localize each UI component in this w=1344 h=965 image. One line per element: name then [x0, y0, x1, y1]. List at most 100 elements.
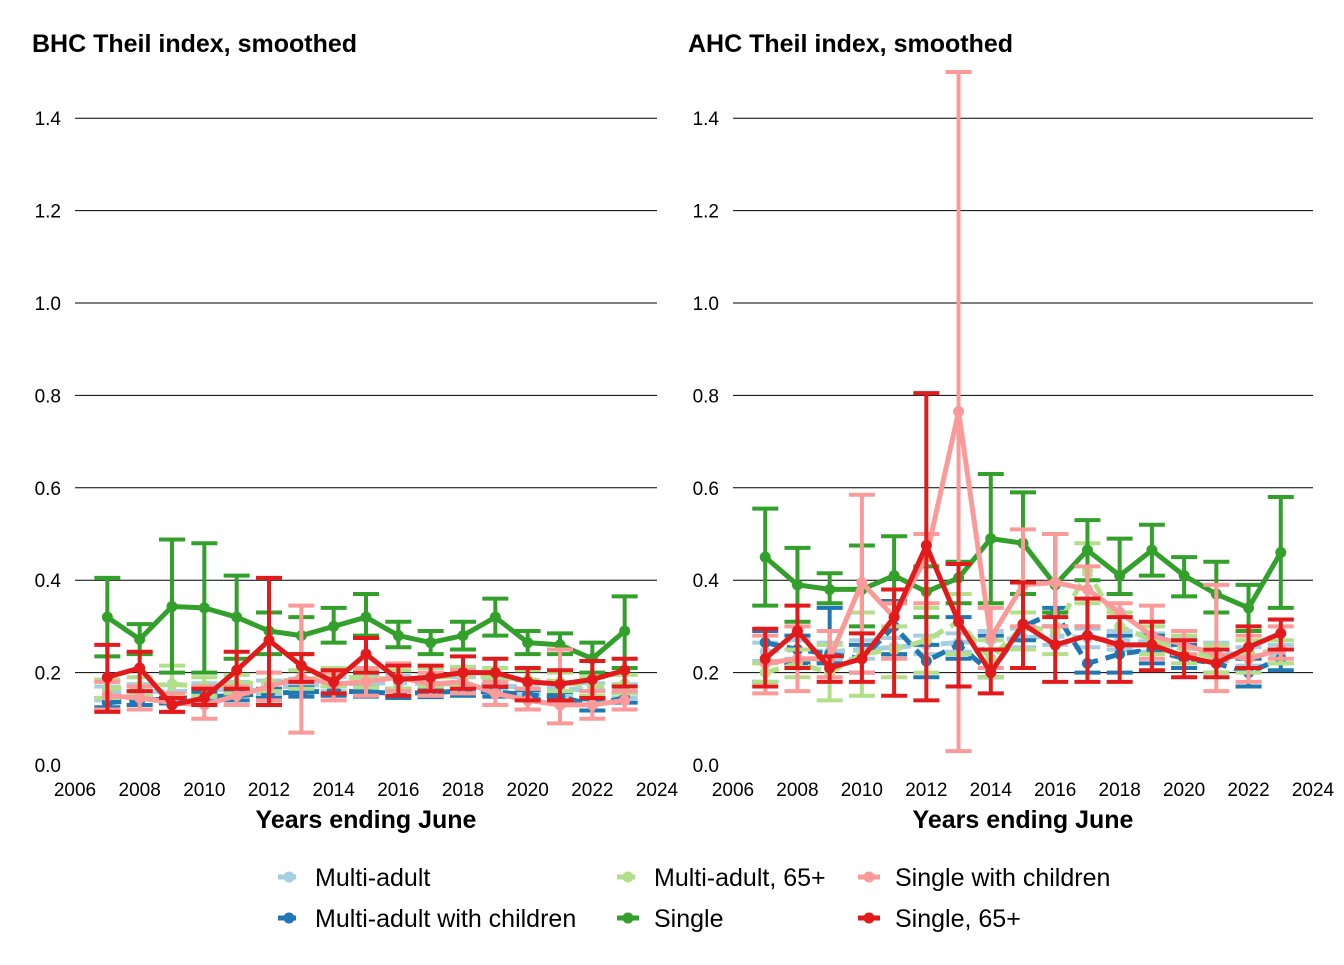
data-point [1210, 657, 1222, 669]
data-point [198, 692, 210, 704]
data-point [586, 699, 598, 711]
x-tick-label: 2018 [1099, 780, 1141, 801]
data-point [554, 678, 566, 690]
data-point [1243, 641, 1255, 653]
data-point [295, 660, 307, 672]
data-point [888, 611, 900, 623]
series-single-65- [94, 575, 638, 714]
x-tick-label: 2024 [636, 780, 679, 801]
x-axis-label: Years ending June [913, 806, 1134, 834]
data-point [392, 674, 404, 686]
data-point [619, 694, 631, 706]
y-tick-label: 0.4 [35, 571, 62, 592]
data-point [953, 406, 965, 418]
data-point [759, 653, 771, 665]
y-tick-label: 1.4 [693, 109, 720, 130]
data-point [1114, 639, 1126, 651]
y-tick-label: 0.0 [693, 756, 719, 777]
x-tick-label: 2012 [905, 780, 947, 801]
y-tick-label: 0.8 [35, 386, 61, 407]
data-point [231, 611, 243, 623]
panel-ahc: AHC Theil index, smoothed 0.0 0.2 0.4 0.6 0.8… [688, 30, 1335, 834]
data-point [360, 611, 372, 623]
data-point [166, 678, 178, 690]
data-point [328, 676, 340, 688]
data-point [920, 540, 932, 552]
data-point [791, 579, 803, 591]
panel-title: BHC Theil index, smoothed [32, 30, 357, 58]
data-point [1114, 570, 1126, 582]
data-point [1049, 639, 1061, 651]
data-point [1275, 627, 1287, 639]
legend-item: Single with children [858, 864, 1110, 892]
y-tick-label: 1.4 [35, 109, 62, 130]
legend-swatch-point [283, 912, 295, 924]
data-point [360, 648, 372, 660]
data-point [1146, 544, 1158, 556]
data-point [328, 620, 340, 632]
data-point [101, 671, 113, 683]
data-point [888, 570, 900, 582]
x-axis-label: Years ending June [256, 806, 477, 834]
data-point [619, 625, 631, 637]
y-tick-label: 0.8 [693, 386, 719, 407]
legend-swatch-point [622, 871, 634, 883]
data-point [1081, 630, 1093, 642]
data-point [489, 611, 501, 623]
data-point [457, 630, 469, 642]
panel-bhc: BHC Theil index, smoothed 0.0 0.2 0.4 0.6 0.8… [32, 30, 679, 834]
data-point [425, 671, 437, 683]
data-point [586, 674, 598, 686]
data-point [522, 637, 534, 649]
x-tick-label: 2006 [54, 780, 96, 801]
x-tick-label: 2024 [1292, 780, 1335, 801]
data-point [985, 632, 997, 644]
data-point [360, 676, 372, 688]
y-tick-label: 1.0 [35, 294, 61, 315]
x-tick-label: 2006 [712, 780, 754, 801]
y-tick-label: 0.4 [693, 571, 720, 592]
data-point [231, 690, 243, 702]
data-point [198, 602, 210, 614]
data-point [134, 662, 146, 674]
legend-swatch-point [622, 912, 634, 924]
data-point [619, 664, 631, 676]
data-point [1178, 650, 1190, 662]
data-point [1178, 570, 1190, 582]
series-single-65- [752, 391, 1294, 703]
data-point [985, 533, 997, 545]
x-tick-label: 2022 [1227, 780, 1269, 801]
y-tick-label: 1.2 [693, 202, 719, 223]
legend-item: Multi-adult, 65+ [617, 864, 826, 892]
legend-label: Single [654, 905, 724, 933]
y-tick-label: 1.0 [693, 294, 719, 315]
data-point [1049, 577, 1061, 589]
x-tick-label: 2016 [1034, 780, 1076, 801]
legend-label: Multi-adult, 65+ [654, 864, 826, 892]
data-point [134, 633, 146, 645]
x-tick-label: 2016 [377, 780, 419, 801]
legend-item: Single [617, 905, 724, 933]
data-point [1017, 618, 1029, 630]
x-tick-label: 2020 [507, 780, 549, 801]
data-point [101, 611, 113, 623]
data-point [856, 653, 868, 665]
y-tick-label: 0.0 [35, 756, 61, 777]
x-tick-label: 2010 [183, 780, 225, 801]
data-point [425, 637, 437, 649]
legend-swatch-point [863, 912, 875, 924]
x-tick-label: 2014 [970, 780, 1013, 801]
data-point [824, 662, 836, 674]
data-point [231, 664, 243, 676]
panel-title: AHC Theil index, smoothed [688, 30, 1013, 58]
legend-label: Single, 65+ [895, 905, 1021, 933]
data-point [856, 577, 868, 589]
data-point [166, 601, 178, 613]
data-point [953, 616, 965, 628]
y-tick-label: 0.6 [35, 479, 61, 500]
data-point [392, 630, 404, 642]
x-tick-label: 2022 [571, 780, 613, 801]
y-tick-label: 0.2 [693, 664, 719, 685]
